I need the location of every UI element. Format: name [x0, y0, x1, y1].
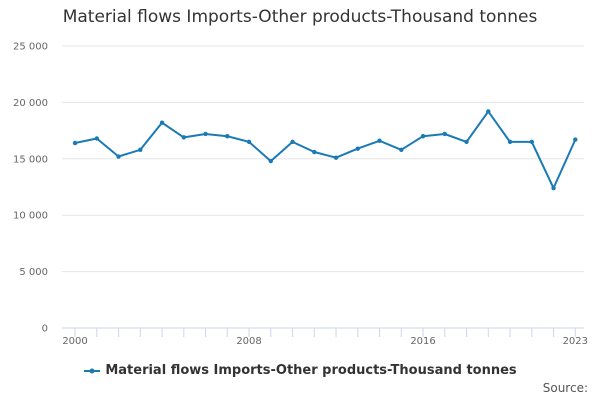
data-point[interactable] [464, 139, 469, 145]
data-point[interactable] [551, 185, 556, 191]
y-tick-label: 10 000 [13, 211, 48, 222]
data-point[interactable] [181, 135, 186, 140]
grid-lines [62, 45, 584, 273]
y-tick-label: 25 000 [13, 42, 48, 53]
data-point[interactable] [116, 154, 121, 159]
data-point[interactable] [72, 140, 78, 146]
chart-title: Material flows Imports-Other products-Th… [62, 7, 538, 27]
y-tick-label: 15 000 [13, 154, 48, 165]
x-tick-label: 2023 [563, 336, 588, 347]
x-tick-label: 2016 [410, 336, 435, 347]
data-point[interactable] [138, 147, 143, 152]
series-layer [72, 109, 578, 191]
legend[interactable]: Material flows Imports-Other products-Th… [0, 363, 600, 378]
data-point[interactable] [442, 131, 447, 137]
data-point[interactable] [333, 155, 339, 160]
data-point[interactable] [312, 149, 317, 155]
data-point[interactable] [159, 120, 165, 125]
legend-series-label: Material flows Imports-Other products-Th… [105, 363, 517, 378]
data-point[interactable] [203, 131, 208, 137]
series-line[interactable] [74, 110, 577, 190]
data-point[interactable] [529, 139, 534, 145]
data-point[interactable] [355, 146, 360, 151]
data-point[interactable] [420, 134, 426, 139]
y-axis-labels: 0 5 000 10 000 15 000 20 000 25 000 [13, 42, 48, 335]
source-label: Source: [542, 381, 588, 395]
y-tick-label: 20 000 [13, 98, 48, 109]
x-tick-label: 2008 [236, 336, 261, 347]
data-point[interactable] [507, 139, 513, 145]
y-tick-label: 0 [42, 324, 48, 335]
data-point[interactable] [268, 158, 273, 164]
data-point[interactable] [573, 137, 578, 142]
x-axis [62, 327, 584, 337]
data-point[interactable] [399, 147, 404, 152]
data-point[interactable] [246, 139, 252, 145]
data-point[interactable] [377, 138, 382, 143]
legend-series-symbol [84, 368, 101, 373]
data-point[interactable] [225, 134, 230, 139]
x-tick-label: 2000 [62, 336, 87, 347]
y-tick-label: 5 000 [19, 267, 48, 278]
x-axis-labels: 2000 2008 2016 2023 [62, 336, 588, 347]
data-point[interactable] [94, 136, 100, 141]
data-point[interactable] [486, 109, 491, 114]
data-point[interactable] [290, 139, 295, 145]
